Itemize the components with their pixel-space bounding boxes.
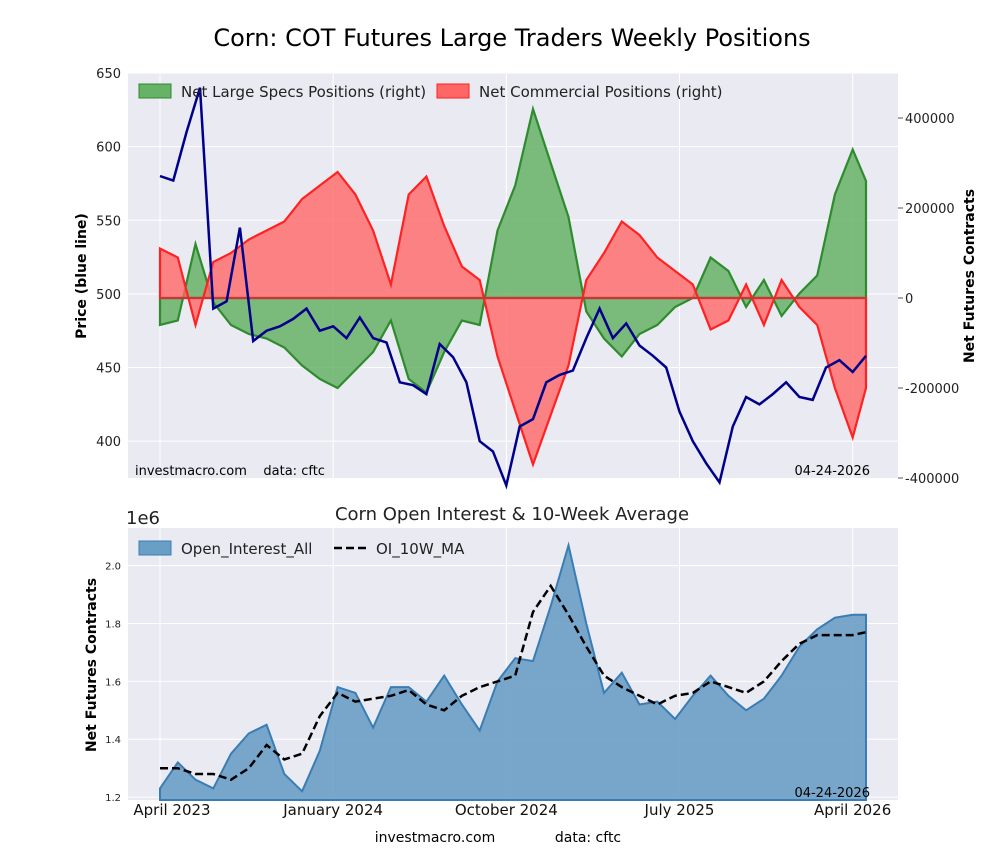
price-line xyxy=(159,87,867,490)
positions-axis-label: Net Futures Contracts xyxy=(962,189,978,363)
oi-moving-average-line xyxy=(160,583,867,782)
price-tick-label: 550 xyxy=(96,214,121,229)
price-axis-label: Price (blue line) xyxy=(74,213,90,339)
positions-panel: 650 600 550 500 450 400 400000 200000 0 -200000 -… xyxy=(74,67,978,490)
open-interest-area xyxy=(159,541,867,801)
open-interest-tick-label: 1.4 xyxy=(105,735,121,746)
date-axis-ticks: April 2023 January 2024 October 2024 July 2… xyxy=(133,801,891,819)
legend-swatch-commercial xyxy=(436,83,470,99)
legend-label-open-interest: Open_Interest_All xyxy=(181,540,312,559)
price-axis-ticks: 650 600 550 500 450 400 xyxy=(96,67,121,450)
main-title: Corn: COT Futures Large Traders Weekly P… xyxy=(213,24,810,52)
legend-label-moving-average: OI_10W_MA xyxy=(376,540,465,559)
price-tick-label: 450 xyxy=(96,362,121,377)
open-interest-axis-label: Net Futures Contracts xyxy=(84,578,100,752)
price-tick-label: 400 xyxy=(96,435,121,450)
date-tick-label: April 2026 xyxy=(814,801,891,819)
footer-site: investmacro.com xyxy=(375,830,495,846)
open-interest-tick-label: 2.0 xyxy=(105,562,121,573)
price-tick-label: 600 xyxy=(96,141,121,156)
legend-swatch-open-interest xyxy=(138,540,172,556)
positions-tick-label: 0 xyxy=(905,292,913,307)
positions-watermark: investmacro.com data: cftc xyxy=(135,464,325,479)
commercial-area xyxy=(158,170,868,468)
open-interest-tick-label: 1.2 xyxy=(105,793,121,804)
open-interest-legend: Open_Interest_All OI_10W_MA xyxy=(138,540,465,559)
footer-source: data: cftc xyxy=(555,830,621,846)
legend-swatch-specs xyxy=(138,83,172,99)
positions-tick-label: 400000 xyxy=(905,112,955,127)
open-interest-date-label: 04-24-2026 xyxy=(794,786,870,801)
positions-axis-ticks: 400000 200000 0 -200000 -400000 xyxy=(898,112,959,487)
open-interest-tick-label: 1.6 xyxy=(105,677,121,688)
positions-legend: Net Large Specs Positions (right) Net Co… xyxy=(138,83,723,101)
positions-tick-label: -400000 xyxy=(905,472,959,487)
positions-tick-label: -200000 xyxy=(905,382,959,397)
open-interest-tick-label: 1.8 xyxy=(105,619,121,630)
date-tick-label: April 2023 xyxy=(133,801,210,819)
open-interest-panel: Corn Open Interest & 10-Week Average 1e6… xyxy=(84,504,898,819)
price-tick-label: 500 xyxy=(96,288,121,303)
date-tick-label: July 2025 xyxy=(644,801,715,819)
positions-tick-label: 200000 xyxy=(905,202,955,217)
open-interest-scale-label: 1e6 xyxy=(126,508,160,529)
open-interest-title: Corn Open Interest & 10-Week Average xyxy=(335,504,689,525)
positions-date-label: 04-24-2026 xyxy=(794,464,870,479)
price-tick-label: 650 xyxy=(96,67,121,82)
open-interest-axis-ticks: 2.0 1.8 1.6 1.4 1.2 xyxy=(105,562,121,804)
legend-label-specs: Net Large Specs Positions (right) xyxy=(181,83,426,101)
date-tick-label: October 2024 xyxy=(455,801,558,819)
legend-label-commercial: Net Commercial Positions (right) xyxy=(479,83,723,101)
specs-area xyxy=(158,104,868,395)
date-tick-label: January 2024 xyxy=(282,801,383,819)
